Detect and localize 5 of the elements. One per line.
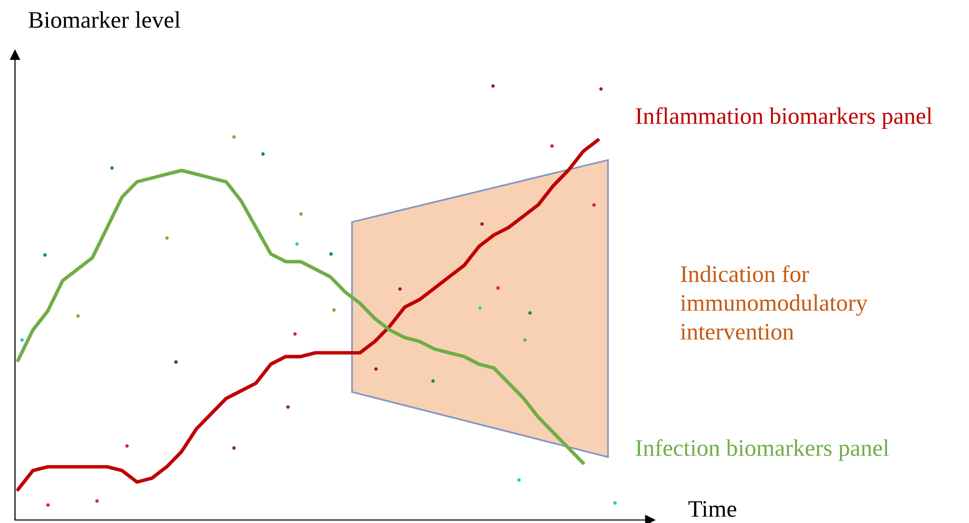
text: Indication for immunomodulatory intervention	[680, 265, 868, 340]
x-axis-title: Time	[688, 501, 736, 517]
series-label: Inflammation biomarkers panel	[636, 107, 932, 129]
text: Infection biomarkers panel	[636, 439, 889, 461]
y-axis-title: Biomarker level	[28, 11, 180, 28]
